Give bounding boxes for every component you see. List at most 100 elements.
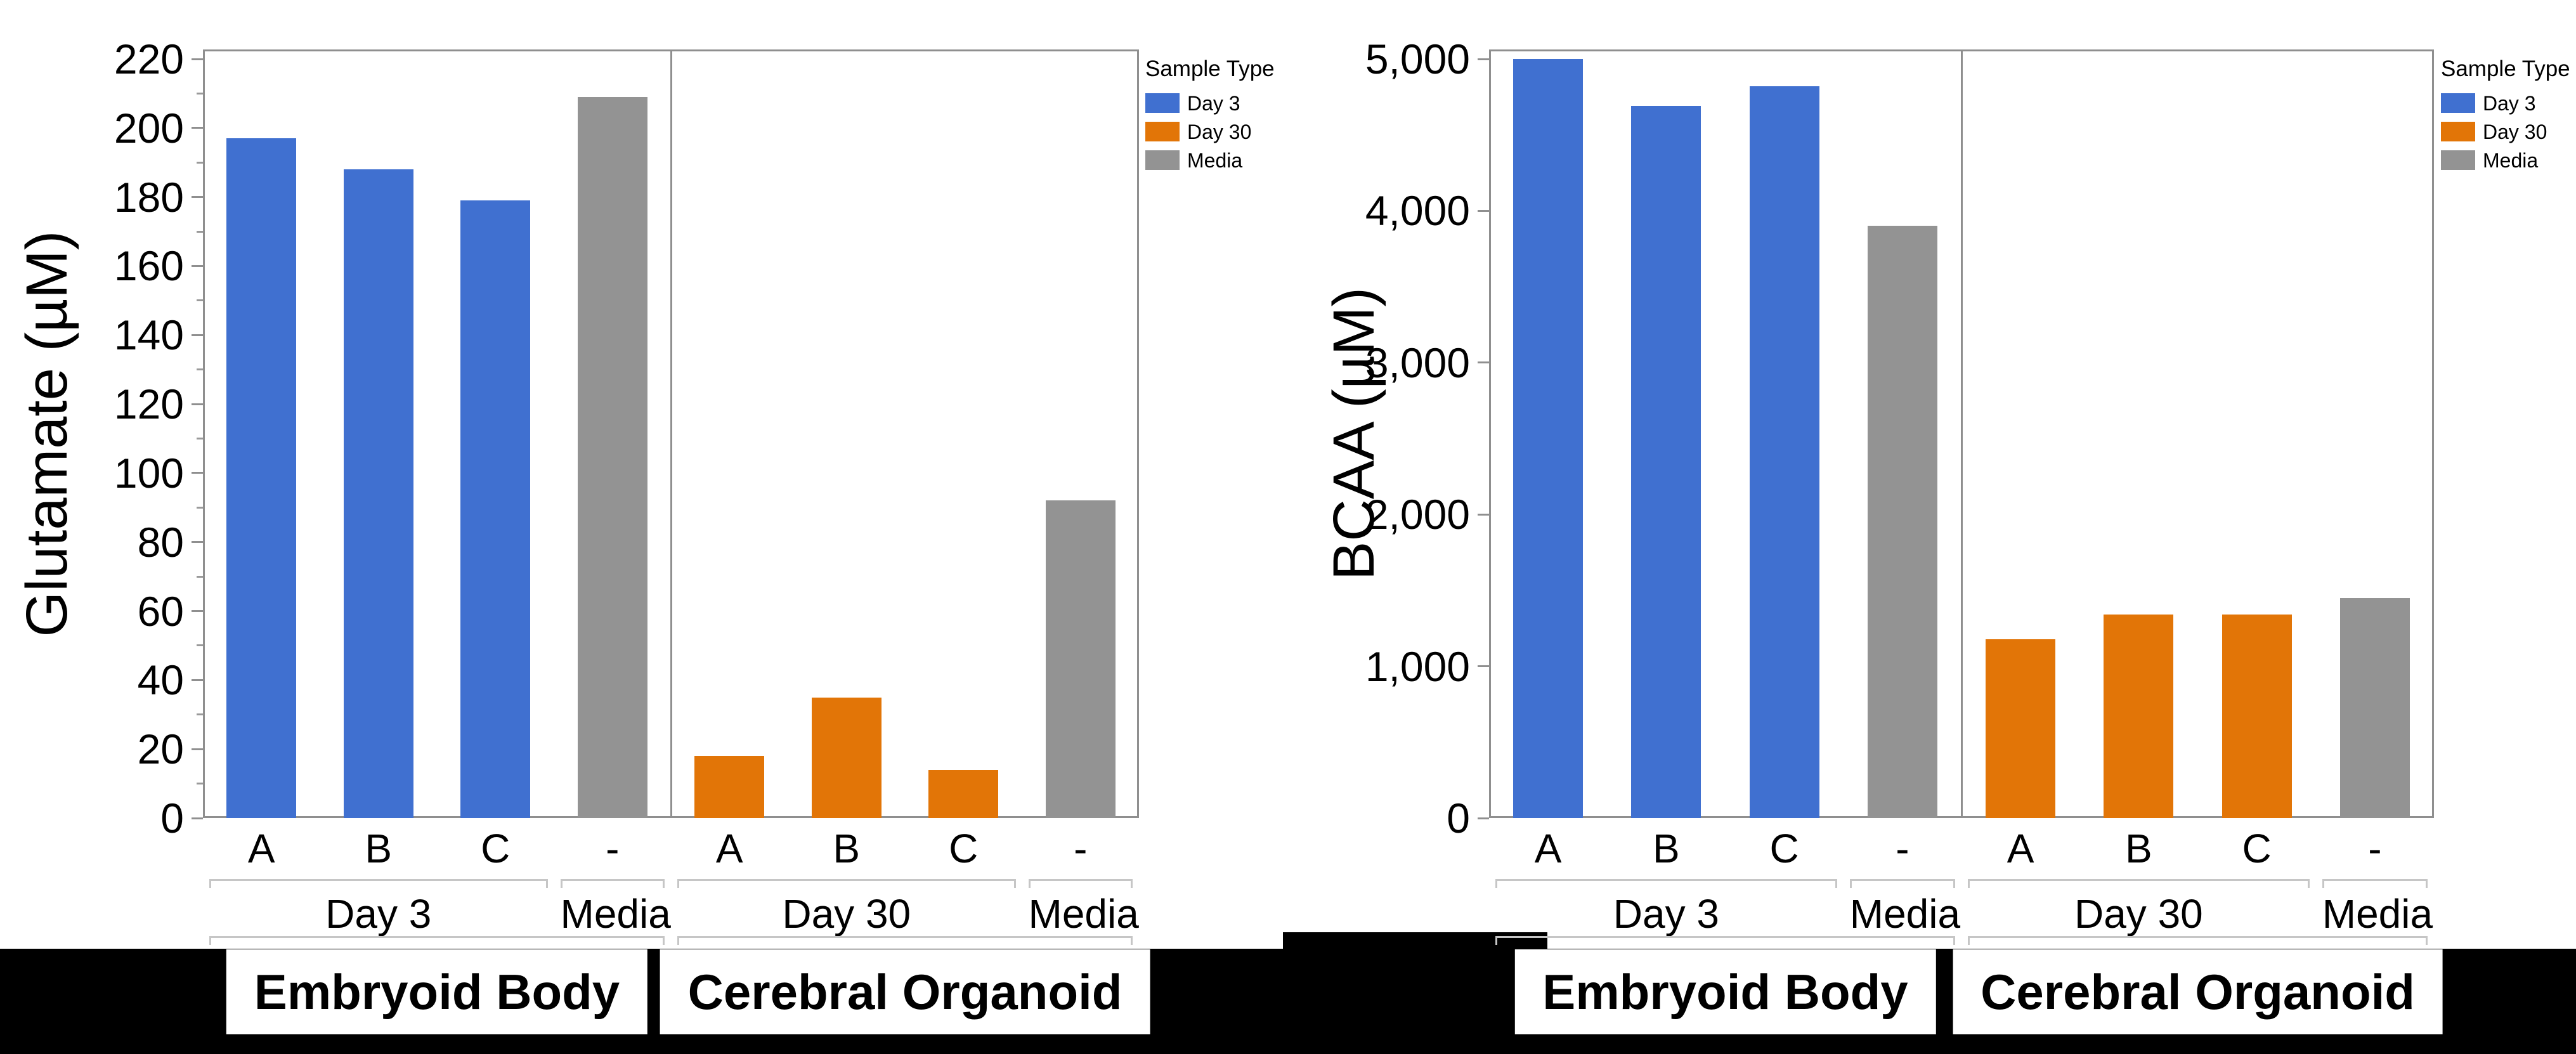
y-axis-tick-label: 100 — [114, 449, 184, 497]
legend-item-label: Day 30 — [2483, 120, 2547, 143]
y-axis-major-tick — [192, 817, 203, 819]
bar-embryoid-body-day-3-a — [226, 138, 297, 818]
subgroup-bracket-day-3 — [1495, 879, 1837, 888]
panel-label-cerebral-organoid: Cerebral Organoid — [1953, 949, 2443, 1034]
y-axis-tick-label: 0 — [1447, 795, 1470, 842]
bar-cerebral-organoid-day-30-b — [811, 697, 881, 818]
bar-cerebral-organoid-day-30-a — [694, 756, 765, 818]
y-axis-minor-tick — [197, 644, 203, 647]
subgroup-label-media: Media — [2322, 891, 2433, 937]
y-axis-major-tick — [1478, 817, 1489, 819]
y-axis-tick-label: 120 — [114, 381, 184, 428]
x-axis-tick-label: A — [715, 826, 743, 871]
panel-label-embryoid-body: Embryoid Body — [1514, 949, 1936, 1034]
x-axis-tick-label: A — [2007, 826, 2034, 871]
y-axis-major-tick — [192, 264, 203, 267]
bar-cerebral-organoid-day-30-c — [2221, 615, 2292, 818]
bar-embryoid-body-day-3-b — [1631, 106, 1701, 818]
y-axis-title: Glutamate (µM) — [15, 230, 79, 637]
x-axis-tick-label: B — [2125, 826, 2152, 871]
panel-divider-line — [670, 49, 672, 818]
y-axis-tick-label: 2,000 — [1365, 491, 1470, 538]
mid-black-strip — [1283, 932, 1547, 951]
bar-cerebral-organoid-media-dash — [2339, 597, 2410, 818]
legend-swatch-day-30 — [1145, 122, 1180, 141]
x-axis-tick-label: - — [1896, 826, 1909, 871]
y-axis-major-tick — [192, 127, 203, 129]
x-axis-tick-label: C — [949, 826, 979, 871]
y-axis-minor-tick — [197, 368, 203, 371]
panel-label-embryoid-body: Embryoid Body — [226, 949, 648, 1034]
y-axis-major-tick — [1478, 58, 1489, 60]
y-axis-tick-label: 180 — [114, 173, 184, 221]
y-axis-tick-label: 200 — [114, 104, 184, 152]
y-axis-major-tick — [192, 748, 203, 750]
y-axis-major-tick — [192, 196, 203, 198]
y-axis-major-tick — [1478, 209, 1489, 212]
subgroup-label-media: Media — [1028, 891, 1139, 937]
x-axis-tick-label: - — [606, 826, 620, 871]
legend-title: Sample Type — [2441, 56, 2570, 81]
bar-embryoid-body-day-3-b — [343, 169, 413, 818]
legend-swatch-media — [2441, 150, 2475, 170]
subgroup-bracket-media — [1849, 879, 1955, 888]
x-axis-tick-label: - — [2368, 826, 2382, 871]
legend-item-label: Media — [2483, 148, 2539, 172]
y-axis-minor-tick — [197, 506, 203, 509]
x-axis-tick-label: C — [1769, 826, 1799, 871]
y-axis-major-tick — [1478, 665, 1489, 668]
legend-item-label: Media — [1187, 148, 1243, 172]
legend-swatch-day-3 — [1145, 93, 1180, 113]
subgroup-bracket-media — [1028, 879, 1133, 888]
y-axis-tick-label: 4,000 — [1365, 187, 1470, 235]
y-axis-minor-tick — [197, 230, 203, 233]
legend-item-day-3: Day 3 — [1145, 89, 1275, 117]
legend-swatch-day-3 — [2441, 93, 2475, 113]
y-axis-minor-tick — [197, 299, 203, 302]
y-axis-major-tick — [192, 541, 203, 543]
y-axis-tick-label: 80 — [137, 518, 184, 566]
legend-swatch-day-30 — [2441, 122, 2475, 141]
y-axis-tick-label: 3,000 — [1365, 339, 1470, 386]
y-axis-major-tick — [192, 58, 203, 60]
subgroup-bracket-media — [2322, 879, 2428, 888]
legend-swatch-media — [1145, 150, 1180, 170]
legend-item-day-30: Day 30 — [1145, 117, 1275, 146]
legend-item-label: Day 30 — [1187, 120, 1252, 143]
subgroup-label-day-30: Day 30 — [782, 891, 911, 937]
y-axis-tick-label: 160 — [114, 242, 184, 290]
subgroup-bracket-day-3 — [209, 879, 548, 888]
panel-bracket-cerebral-organoid — [677, 936, 1133, 945]
x-axis-tick-label: B — [1653, 826, 1680, 871]
x-axis-tick-label: B — [833, 826, 861, 871]
panel-bracket-cerebral-organoid — [1968, 936, 2428, 945]
subgroup-label-media: Media — [1849, 891, 1961, 937]
glutamate-chart: Glutamate (µM) 0 20 40 60 80 100 120 140 160 180 20… — [15, 37, 1275, 1034]
y-axis-minor-tick — [197, 713, 203, 716]
y-axis-tick-label: 60 — [137, 587, 184, 635]
bar-cerebral-organoid-day-30-b — [2104, 615, 2174, 818]
y-axis-minor-tick — [197, 575, 203, 578]
bar-cerebral-organoid-day-30-c — [928, 769, 999, 818]
panel-label-cerebral-organoid: Cerebral Organoid — [660, 949, 1150, 1034]
subgroup-bracket-media — [560, 879, 665, 888]
bar-cerebral-organoid-media-dash — [1045, 500, 1116, 818]
legend-item-media: Media — [1145, 146, 1275, 174]
x-axis-tick-label: B — [365, 826, 393, 871]
bar-embryoid-body-day-3-c — [1749, 86, 1819, 818]
y-axis-minor-tick — [197, 161, 203, 164]
bcaa-chart: BCAA (µM) 0 1,000 2,000 3,000 4,000 5,000 A B C - A… — [1288, 0, 2576, 1054]
legend-item-label: Day 3 — [2483, 91, 2536, 115]
legend: Sample Type Day 3 Day 30 Media — [2441, 56, 2570, 174]
subgroup-label-day-3: Day 3 — [1613, 891, 1719, 937]
panel-divider-line — [1961, 49, 1963, 818]
y-axis-tick-label: 40 — [137, 656, 184, 704]
panel-bracket-embryoid-body — [209, 936, 665, 945]
x-axis-tick-label: A — [1534, 826, 1562, 871]
subgroup-bracket-day-30 — [1968, 879, 2310, 888]
bar-embryoid-body-day-3-c — [460, 200, 531, 818]
subgroup-label-media: Media — [560, 891, 671, 937]
y-axis-minor-tick — [197, 92, 203, 94]
y-axis-major-tick — [192, 334, 203, 336]
